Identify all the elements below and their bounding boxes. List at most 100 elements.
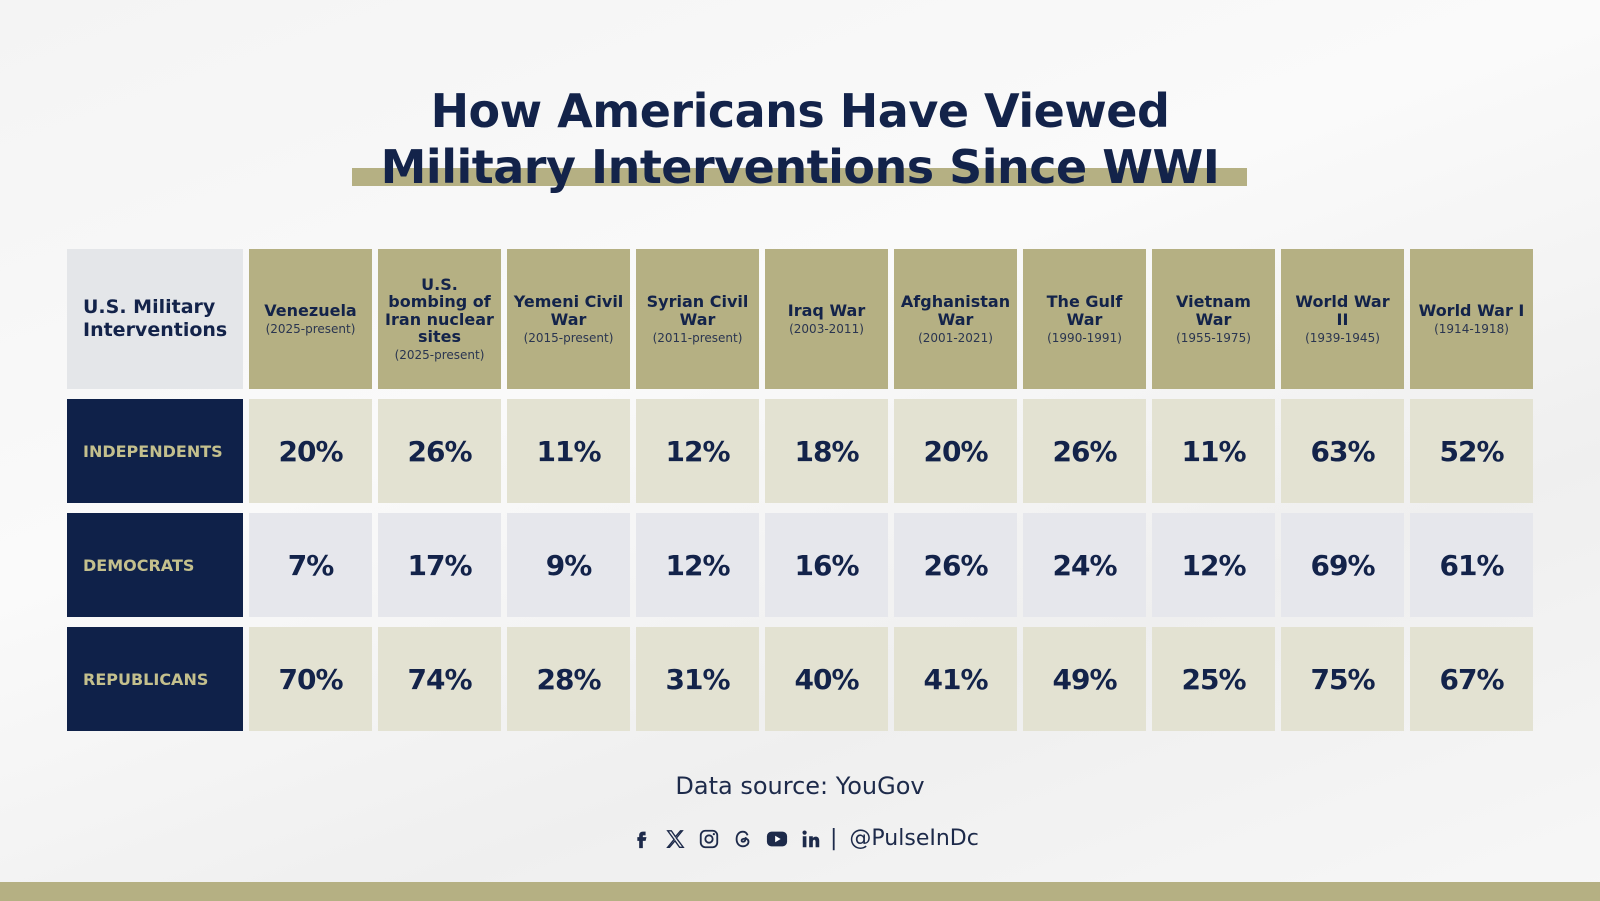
table-cell: 26%: [894, 513, 1017, 617]
column-header: Syrian Civil War (2011-present): [636, 249, 759, 389]
column-period: (2025-present): [394, 348, 485, 363]
column-name: Iraq War: [787, 300, 866, 320]
instagram-icon[interactable]: [698, 828, 720, 850]
threads-icon[interactable]: [732, 828, 754, 850]
table-cell: 18%: [765, 399, 888, 503]
cell-value: 26%: [923, 548, 988, 582]
column-name: U.S. bombing of Iran nuclear sites: [385, 274, 494, 346]
column-name: Venezuela: [264, 300, 357, 320]
separator: |: [830, 826, 838, 851]
row-label: REPUBLICANS: [67, 627, 243, 731]
row-label: DEMOCRATS: [67, 513, 243, 617]
linkedin-icon[interactable]: [800, 828, 822, 850]
column-period: (1990-1991): [1047, 330, 1122, 345]
title-underline: [352, 168, 1247, 186]
column-period: (1939-1945): [1305, 330, 1380, 345]
column-name: World War I: [1418, 300, 1525, 320]
table-cell: 70%: [249, 627, 372, 731]
column-name: Syrian Civil War: [646, 292, 749, 329]
cell-value: 74%: [407, 662, 472, 696]
cell-value: 28%: [536, 662, 601, 696]
table-cell: 20%: [894, 399, 1017, 503]
table-cell: 25%: [1152, 627, 1275, 731]
column-header: Iraq War (2003-2011): [765, 249, 888, 389]
cell-value: 52%: [1439, 434, 1504, 468]
cell-value: 11%: [536, 434, 601, 468]
cell-value: 31%: [665, 662, 730, 696]
youtube-icon[interactable]: [766, 828, 788, 850]
table-cell: 28%: [507, 627, 630, 731]
column-name: The Gulf War: [1046, 292, 1123, 329]
column-header: Afghanistan War (2001-2021): [894, 249, 1017, 389]
table-cell: 40%: [765, 627, 888, 731]
table-cell: 63%: [1281, 399, 1404, 503]
table-cell: 61%: [1410, 513, 1533, 617]
cell-value: 20%: [923, 434, 988, 468]
column-period: (1914-1918): [1434, 322, 1509, 337]
column-header: Vietnam War (1955-1975): [1152, 249, 1275, 389]
title-line: Military Interventions Since WWI: [380, 140, 1220, 194]
facebook-icon[interactable]: [630, 828, 652, 850]
column-header: Venezuela (2025-present): [249, 249, 372, 389]
table-cell: 52%: [1410, 399, 1533, 503]
table-cell: 24%: [1023, 513, 1146, 617]
table-cell: 20%: [249, 399, 372, 503]
table-cell: 9%: [507, 513, 630, 617]
cell-value: 67%: [1439, 662, 1504, 696]
column-name: Yemeni Civil War: [513, 292, 624, 329]
column-period: (1955-1975): [1176, 330, 1251, 345]
column-name: Afghanistan War: [900, 292, 1011, 329]
cell-value: 63%: [1310, 434, 1375, 468]
table-cell: 75%: [1281, 627, 1404, 731]
cell-value: 69%: [1310, 548, 1375, 582]
table-cell: 41%: [894, 627, 1017, 731]
cell-value: 12%: [665, 548, 730, 582]
cell-value: 11%: [1181, 434, 1246, 468]
cell-value: 24%: [1052, 548, 1117, 582]
table-cell: 7%: [249, 513, 372, 617]
table-cell: 69%: [1281, 513, 1404, 617]
source: Data source: YouGov: [675, 772, 925, 800]
cell-value: 75%: [1310, 662, 1375, 696]
cell-value: 7%: [287, 548, 335, 582]
column-name: World War II: [1295, 292, 1390, 329]
cell-value: 18%: [794, 434, 859, 468]
column-header: World War II (1939-1945): [1281, 249, 1404, 389]
table-cell: 11%: [507, 399, 630, 503]
cell-value: 61%: [1439, 548, 1504, 582]
table: U.S. Military Interventions Venezuela (20…: [67, 249, 1533, 731]
cell-value: 40%: [794, 662, 859, 696]
cell-value: 12%: [665, 434, 730, 468]
cell-value: 26%: [407, 434, 472, 468]
table-cell: 12%: [636, 399, 759, 503]
cell-value: 70%: [278, 662, 343, 696]
table-cell: 74%: [378, 627, 501, 731]
table-cell: 16%: [765, 513, 888, 617]
column-period: (2011-present): [652, 330, 743, 345]
column-name: Vietnam War: [1176, 292, 1251, 329]
cell-value: 9%: [545, 548, 593, 582]
table-cell: 26%: [1023, 399, 1146, 503]
table-cell: 26%: [378, 399, 501, 503]
x-icon[interactable]: [664, 828, 686, 850]
table-cell: 67%: [1410, 627, 1533, 731]
column-header: U.S. bombing of Iran nuclear sites (2025-…: [378, 249, 501, 389]
cell-value: 25%: [1181, 662, 1246, 696]
column-period: (2025-present): [265, 322, 356, 337]
column-period: (2003-2011): [789, 322, 864, 337]
column-header: The Gulf War (1990-1991): [1023, 249, 1146, 389]
title-line: How Americans Have Viewed: [430, 84, 1170, 138]
column-header: World War I (1914-1918): [1410, 249, 1533, 389]
table-cell: 11%: [1152, 399, 1275, 503]
social-bar: | @PulseInDc: [630, 826, 979, 851]
cell-value: 41%: [923, 662, 988, 696]
bottom-bar: [0, 882, 1600, 901]
table-cell: 12%: [1152, 513, 1275, 617]
table-cell: 49%: [1023, 627, 1146, 731]
table-cell: 31%: [636, 627, 759, 731]
cell-value: 49%: [1052, 662, 1117, 696]
handle[interactable]: @PulseInDc: [849, 826, 979, 851]
cell-value: 20%: [278, 434, 343, 468]
table-cell: 12%: [636, 513, 759, 617]
cell-value: 16%: [794, 548, 859, 582]
